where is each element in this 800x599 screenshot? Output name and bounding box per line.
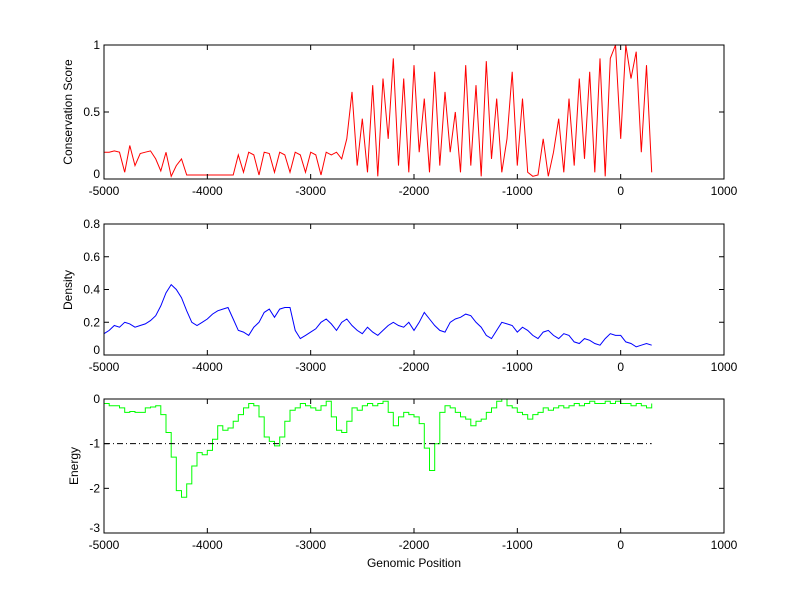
density-axes: Density -5000 -4000 -3000 -2000 -1000 0 1000 0 0… bbox=[61, 217, 738, 374]
x-tick-label: 1000 bbox=[711, 538, 738, 552]
x-tick-label: -5000 bbox=[89, 184, 120, 198]
x-tick-label: -3000 bbox=[295, 538, 326, 552]
y-tick-label: 0 bbox=[93, 167, 100, 181]
x-tick-label: 0 bbox=[617, 538, 624, 552]
y-tick-label: 0 bbox=[93, 392, 100, 406]
x-tick-label: -5000 bbox=[89, 360, 120, 374]
ylabel-conservation-score: Conservation Score bbox=[61, 59, 75, 165]
x-tick-label: 0 bbox=[617, 184, 624, 198]
x-tick-label: -1000 bbox=[502, 360, 533, 374]
x-tick-label: -4000 bbox=[192, 184, 223, 198]
x-tick-label: -3000 bbox=[295, 360, 326, 374]
y-tick-label: 0 bbox=[93, 343, 100, 357]
x-tick-label: -2000 bbox=[399, 538, 430, 552]
y-tick-label: 0.2 bbox=[83, 315, 100, 329]
ylabel-energy: Energy bbox=[67, 447, 81, 485]
x-tick-label: 1000 bbox=[711, 184, 738, 198]
x-tick-label: 1000 bbox=[711, 360, 738, 374]
y-tick-label: -2 bbox=[89, 481, 100, 495]
x-tick-label: -1000 bbox=[502, 538, 533, 552]
y-tick-label: 0.6 bbox=[83, 250, 100, 264]
x-tick-label: -2000 bbox=[399, 184, 430, 198]
x-tick-label: -4000 bbox=[192, 360, 223, 374]
y-tick-label: -1 bbox=[89, 437, 100, 451]
energy-axes: Energy Genomic Position -5000 -4000 -3000 -… bbox=[67, 392, 738, 570]
x-tick-label: -5000 bbox=[89, 538, 120, 552]
x-tick-label: -2000 bbox=[399, 360, 430, 374]
x-tick-label: -3000 bbox=[295, 184, 326, 198]
y-tick-label: 1 bbox=[93, 38, 100, 52]
y-tick-label: 0.5 bbox=[83, 105, 100, 119]
y-tick-label: 0.8 bbox=[83, 217, 100, 231]
x-tick-label: 0 bbox=[617, 360, 624, 374]
series-line-0 bbox=[104, 44, 653, 178]
x-tick-label: -4000 bbox=[192, 538, 223, 552]
xlabel-genomic-position: Genomic Position bbox=[367, 556, 461, 570]
ylabel-density: Density bbox=[61, 270, 75, 310]
x-tick-label: -1000 bbox=[502, 184, 533, 198]
series-line-1 bbox=[103, 283, 652, 348]
series-line-2 bbox=[104, 398, 653, 498]
conservation-score-axes: Conservation Score -5000 -4000 -3000 -2000 -… bbox=[61, 38, 738, 198]
y-tick-label: -3 bbox=[89, 521, 100, 535]
y-tick-label: 0.4 bbox=[83, 283, 100, 297]
